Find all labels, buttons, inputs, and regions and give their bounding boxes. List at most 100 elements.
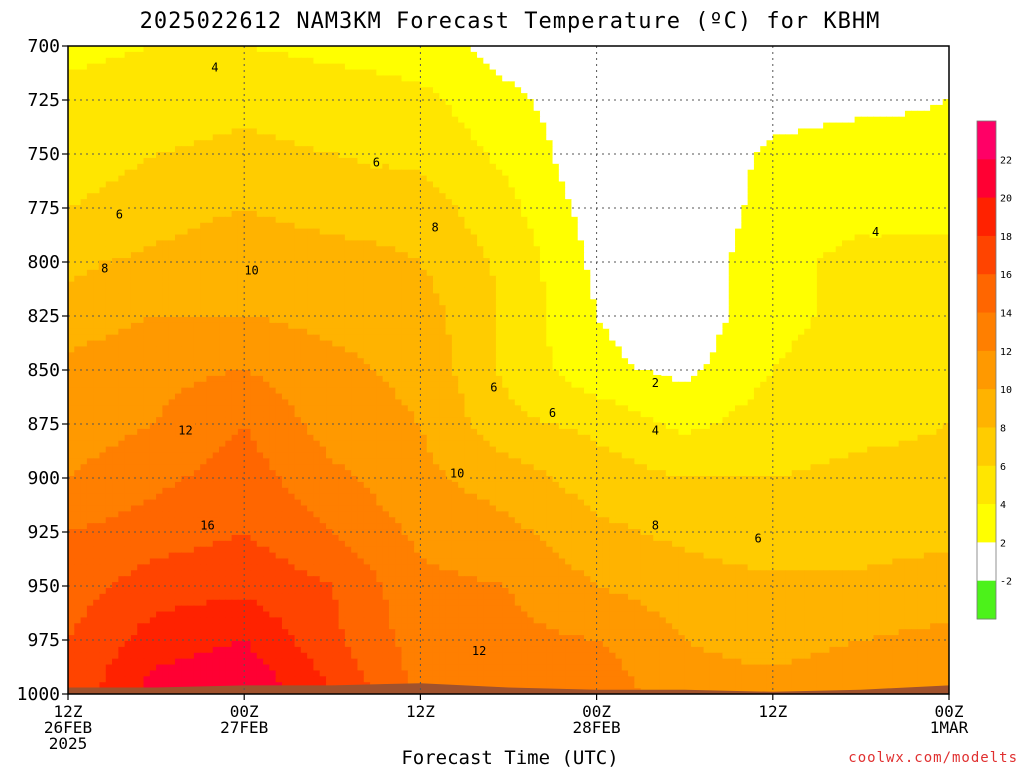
field-cell xyxy=(854,128,862,135)
field-cell xyxy=(565,205,573,212)
field-cell xyxy=(168,104,176,112)
field-cell xyxy=(628,140,635,147)
field-cell xyxy=(829,104,837,112)
field-cell xyxy=(653,157,661,165)
field-cell xyxy=(130,193,138,200)
field-cell xyxy=(816,110,824,118)
field-cell xyxy=(263,75,270,82)
field-cell xyxy=(237,99,245,106)
field-cell xyxy=(842,216,849,224)
field-cell xyxy=(854,181,862,188)
field-cell xyxy=(791,128,799,135)
field-cell xyxy=(873,134,881,141)
field-cell xyxy=(514,140,522,147)
field-cell xyxy=(678,234,686,241)
field-cell xyxy=(842,93,849,100)
field-cell xyxy=(558,175,566,183)
field-cell xyxy=(105,116,113,124)
field-cell xyxy=(86,175,94,183)
field-cell xyxy=(634,110,642,118)
field-cell xyxy=(206,222,214,230)
field-cell xyxy=(665,93,673,100)
field-cell xyxy=(716,246,724,253)
field-cell xyxy=(942,128,949,135)
field-cell xyxy=(370,134,377,141)
field-cell xyxy=(288,104,296,112)
field-cell xyxy=(225,246,233,253)
field-cell xyxy=(477,134,484,141)
field-cell xyxy=(860,193,868,200)
field-cell xyxy=(942,93,949,100)
field-cell xyxy=(244,175,252,183)
field-cell xyxy=(709,51,717,59)
field-cell xyxy=(156,140,163,147)
field-cell xyxy=(288,93,296,100)
field-cell xyxy=(237,234,245,241)
field-cell xyxy=(558,234,566,241)
field-cell xyxy=(143,128,151,135)
field-cell xyxy=(829,216,837,224)
field-cell xyxy=(609,246,617,253)
field-cell xyxy=(810,63,818,71)
field-cell xyxy=(338,199,346,206)
field-cell xyxy=(401,187,409,194)
field-cell xyxy=(873,152,881,159)
field-cell xyxy=(785,63,793,71)
field-cell xyxy=(244,169,252,177)
field-cell xyxy=(137,193,145,200)
field-cell xyxy=(193,110,201,118)
field-cell xyxy=(193,169,201,177)
field-cell xyxy=(659,175,667,183)
field-cell xyxy=(281,110,289,118)
field-cell xyxy=(294,234,302,241)
field-cell xyxy=(300,57,308,65)
field-cell xyxy=(332,246,340,253)
field-cell xyxy=(678,110,686,118)
field-cell xyxy=(307,163,315,171)
field-cell xyxy=(552,187,560,194)
field-cell xyxy=(332,169,340,177)
field-cell xyxy=(156,240,163,247)
field-cell xyxy=(797,46,805,53)
field-cell xyxy=(514,46,522,53)
field-cell xyxy=(747,140,755,147)
field-cell xyxy=(225,252,233,259)
field-cell xyxy=(779,228,786,236)
field-cell xyxy=(892,134,900,141)
field-cell xyxy=(772,122,780,130)
field-cell xyxy=(596,69,604,77)
field-cell xyxy=(854,216,862,224)
field-cell xyxy=(395,163,403,171)
field-cell xyxy=(634,75,642,82)
field-cell xyxy=(571,51,579,59)
field-cell xyxy=(584,93,591,100)
field-cell xyxy=(225,240,233,247)
field-cell xyxy=(483,210,491,218)
field-cell xyxy=(665,99,673,106)
field-cell xyxy=(640,75,648,82)
field-cell xyxy=(477,210,484,218)
field-cell xyxy=(634,46,642,53)
field-cell xyxy=(458,210,466,218)
field-cell xyxy=(168,146,176,153)
field-cell xyxy=(873,187,881,194)
field-cell xyxy=(168,246,176,253)
field-cell xyxy=(917,169,925,177)
field-cell xyxy=(584,222,591,230)
field-cell xyxy=(212,128,220,135)
field-cell xyxy=(124,216,132,224)
field-cell xyxy=(156,134,163,141)
field-cell xyxy=(892,99,900,106)
field-cell xyxy=(212,240,220,247)
field-cell xyxy=(288,81,296,88)
field-cell xyxy=(565,63,573,71)
field-cell xyxy=(445,246,453,253)
field-cell xyxy=(577,169,585,177)
field-cell xyxy=(766,81,774,88)
field-cell xyxy=(911,246,919,253)
field-cell xyxy=(363,163,371,171)
field-cell xyxy=(269,157,277,165)
field-cell xyxy=(212,234,220,241)
field-cell xyxy=(332,75,340,82)
field-cell xyxy=(80,69,88,77)
